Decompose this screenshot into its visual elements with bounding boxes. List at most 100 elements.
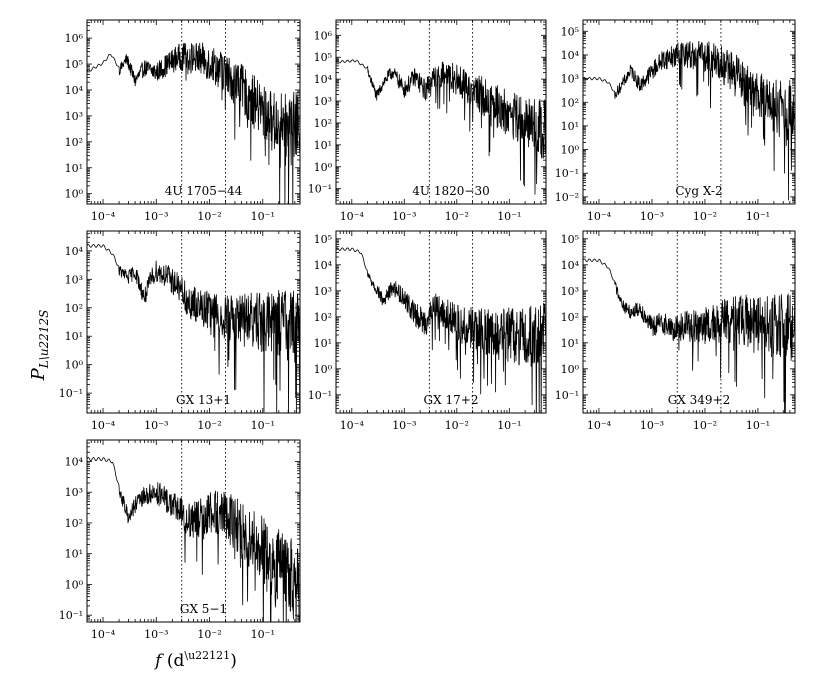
y-tick-label: 10² [65,302,83,315]
x-tick-label: 10⁻² [693,419,717,432]
x-tick-label: 10⁻³ [392,210,416,223]
chart-panel-1: 10⁻⁴ 10⁻³ 10⁻² 10⁻¹ 10⁻¹ 10⁰ 10¹ 10² 10³ 10⁴ 10⁵ 10… [308,19,547,223]
x-tick-label: 10⁻⁴ [340,210,365,223]
x-tick-label: 10⁻¹ [251,628,275,641]
x-tick-label: 10⁻¹ [251,210,275,223]
panel-label: Cyg X-2 [675,184,722,198]
y-tick-label: 10⁻¹ [555,167,579,180]
y-tick-label: 10⁻¹ [59,387,83,400]
x-tick-label: 10⁻¹ [746,210,770,223]
y-tick-label: 10⁻¹ [59,609,83,622]
panel-label: 4U 1820−30 [412,184,489,198]
x-tick-label: 10⁻³ [392,419,416,432]
y-tick-label: 10⁰ [561,363,580,376]
y-tick-label: 10⁰ [561,144,580,157]
data-series-line [336,247,546,413]
x-tick-label: 10⁻⁴ [91,419,116,432]
chart-panel-0: 10⁻⁴ 10⁻³ 10⁻² 10⁻¹ 10⁰ 10¹ 10² 10³ 10⁴ 10⁵ 10⁶ 4U … [65,19,301,223]
x-tick-label: 10⁻³ [144,210,168,223]
data-series-line [87,42,300,204]
y-tick-label: 10⁵ [314,233,332,246]
y-tick-label: 10³ [314,285,332,298]
x-tick-label: 10⁻³ [640,210,664,223]
panel-label: GX 13+1 [176,393,231,407]
y-tick-label: 10¹ [561,120,579,133]
chart-panel-2: 10⁻⁴ 10⁻³ 10⁻² 10⁻¹ 10⁻² 10⁻¹ 10⁰ 10¹ 10² 10³ 10⁴ 1… [555,19,796,223]
x-tick-label: 10⁻² [693,210,717,223]
y-tick-label: 10⁰ [65,188,84,201]
y-tick-label: 10⁶ [65,32,84,45]
x-tick-label: 10⁻¹ [746,419,770,432]
y-tick-label: 10⁰ [314,161,333,174]
x-tick-label: 10⁻⁴ [91,210,116,223]
y-tick-label: 10⁰ [65,578,84,591]
y-tick-label: 10³ [65,273,83,286]
y-tick-label: 10⁴ [65,245,84,258]
y-tick-label: 10³ [561,285,579,298]
y-tick-label: 10¹ [65,548,83,561]
y-tick-label: 10⁴ [65,455,84,468]
x-tick-label: 10⁻³ [640,419,664,432]
y-tick-label: 10¹ [314,139,332,152]
y-tick-label: 10⁰ [314,363,333,376]
panel-label: GX 5−1 [180,602,227,616]
x-tick-label: 10⁻⁴ [340,419,365,432]
y-tick-label: 10⁵ [65,58,83,71]
data-series-line [87,244,300,413]
y-tick-label: 10² [561,311,579,324]
x-tick-label: 10⁻¹ [497,419,521,432]
x-axis-label: f (d\u22121) [153,649,237,671]
y-tick-label: 10⁻¹ [308,389,332,402]
chart-panel-6: 10⁻⁴ 10⁻³ 10⁻² 10⁻¹ 10⁻¹ 10⁰ 10¹ 10² 10³ 10⁴ GX 5−… [59,439,301,641]
chart-panel-3: 10⁻⁴ 10⁻³ 10⁻² 10⁻¹ 10⁻¹ 10⁰ 10¹ 10² 10³ 10⁴ GX 13… [59,230,301,432]
y-tick-label: 10¹ [561,337,579,350]
y-tick-label: 10³ [65,110,83,123]
y-tick-label: 10⁻² [555,191,579,204]
y-tick-label: 10⁶ [314,29,333,42]
y-tick-label: 10³ [65,486,83,499]
x-tick-label: 10⁻⁴ [91,628,116,641]
y-tick-label: 10⁰ [65,359,84,372]
y-tick-label: 10⁵ [561,233,579,246]
x-tick-label: 10⁻¹ [497,210,521,223]
x-tick-label: 10⁻² [197,419,221,432]
y-tick-label: 10⁵ [561,25,579,38]
y-tick-label: 10² [561,96,579,109]
y-tick-label: 10⁴ [561,49,580,62]
x-tick-label: 10⁻⁴ [587,210,612,223]
panel-label: 4U 1705−44 [165,184,243,198]
chart-panel-5: 10⁻⁴ 10⁻³ 10⁻² 10⁻¹ 10⁻¹ 10⁰ 10¹ 10² 10³ 10⁴ 10⁵ GX… [555,230,796,432]
y-tick-label: 10⁵ [314,51,332,64]
data-series-line [583,258,795,413]
x-tick-label: 10⁻² [445,419,469,432]
x-tick-label: 10⁻¹ [251,419,275,432]
y-tick-label: 10³ [314,95,332,108]
panel-label: GX 349+2 [668,393,731,407]
y-tick-label: 10¹ [314,337,332,350]
y-tick-label: 10⁴ [314,259,333,272]
y-tick-label: 10⁴ [65,84,84,97]
y-tick-label: 10⁻¹ [308,183,332,196]
data-series-line [583,41,795,201]
y-tick-label: 10² [314,117,332,130]
panels: 10⁻⁴ 10⁻³ 10⁻² 10⁻¹ 10⁰ 10¹ 10² 10³ 10⁴ 10⁵ 10⁶ 4U … [59,19,796,641]
y-tick-label: 10⁻¹ [555,389,579,402]
y-tick-label: 10² [314,311,332,324]
chart-panel-4: 10⁻⁴ 10⁻³ 10⁻² 10⁻¹ 10⁻¹ 10⁰ 10¹ 10² 10³ 10⁴ 10⁵ GX… [308,230,547,432]
data-series-line [336,59,546,195]
y-tick-label: 10⁴ [561,259,580,272]
x-tick-label: 10⁻⁴ [587,419,612,432]
y-tick-label: 10² [65,517,83,530]
x-tick-label: 10⁻³ [144,419,168,432]
y-tick-label: 10¹ [65,330,83,343]
x-tick-label: 10⁻² [197,210,221,223]
y-tick-label: 10¹ [65,162,83,175]
x-tick-label: 10⁻² [197,628,221,641]
y-tick-label: 10² [65,136,83,149]
y-axis-label: PL\u2212S [28,310,51,382]
data-series-line [87,457,300,622]
panel-label: GX 17+2 [424,393,479,407]
x-tick-label: 10⁻³ [144,628,168,641]
y-tick-label: 10⁴ [314,73,333,86]
